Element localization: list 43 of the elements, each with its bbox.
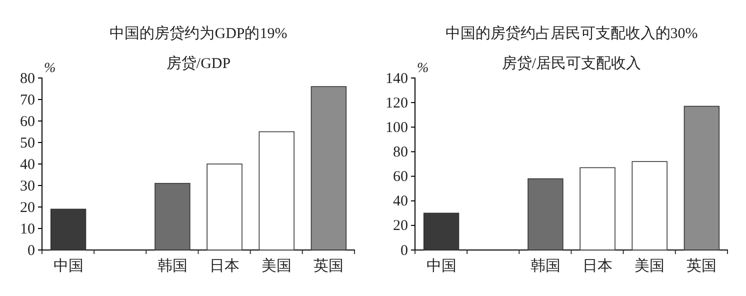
x-tick-label: 美国 [262, 258, 292, 275]
y-tick-label: 60 [393, 169, 408, 186]
y-tick-label: 70 [20, 92, 35, 108]
y-tick-label: 60 [20, 114, 35, 130]
x-tick-label: 韩国 [157, 258, 188, 275]
bar [528, 178, 564, 250]
x-tick-label: 英国 [314, 258, 344, 275]
y-tick-label: 10 [20, 221, 35, 238]
y-tick-label: 20 [20, 200, 35, 216]
bar [310, 86, 347, 250]
y-tick-label: 120 [386, 95, 408, 112]
y-tick-label: 100 [386, 120, 408, 136]
x-tick-label: 美国 [634, 258, 665, 275]
y-tick-label: 20 [393, 218, 408, 234]
bar [684, 106, 720, 250]
y-tick-label: 80 [393, 144, 408, 161]
bar [423, 212, 460, 250]
bar [632, 161, 668, 250]
y-tick-label: 140 [386, 70, 408, 87]
y-tick-label: 30 [20, 178, 35, 194]
x-tick-label: 中国 [426, 258, 456, 275]
bar [206, 164, 242, 250]
y-tick-label: 40 [20, 156, 35, 173]
y-tick-label: 0 [400, 242, 408, 259]
y-axis-title: % [44, 61, 56, 76]
x-tick-label: 日本 [582, 258, 613, 275]
y-tick-label: 0 [28, 242, 35, 259]
bar [50, 208, 86, 250]
x-tick-label: 英国 [686, 258, 717, 275]
bar [580, 167, 616, 250]
x-tick-label: 韩国 [530, 258, 560, 275]
bar [258, 131, 294, 250]
chart-title: 中国的房贷约为GDP的19% [110, 25, 288, 42]
chart-subtitle: 房贷/GDP [166, 55, 231, 72]
y-axis-title: % [417, 61, 429, 76]
y-tick-label: 80 [20, 70, 35, 87]
x-tick-label: 中国 [53, 258, 84, 275]
chart-subtitle: 房贷/居民可支配收入 [502, 55, 642, 72]
y-tick-label: 40 [393, 194, 408, 210]
y-tick-label: 50 [20, 135, 35, 152]
x-tick-label: 日本 [210, 258, 240, 275]
bar [154, 182, 190, 250]
chart-title: 中国的房贷约占居民可支配收入的30% [445, 25, 698, 42]
